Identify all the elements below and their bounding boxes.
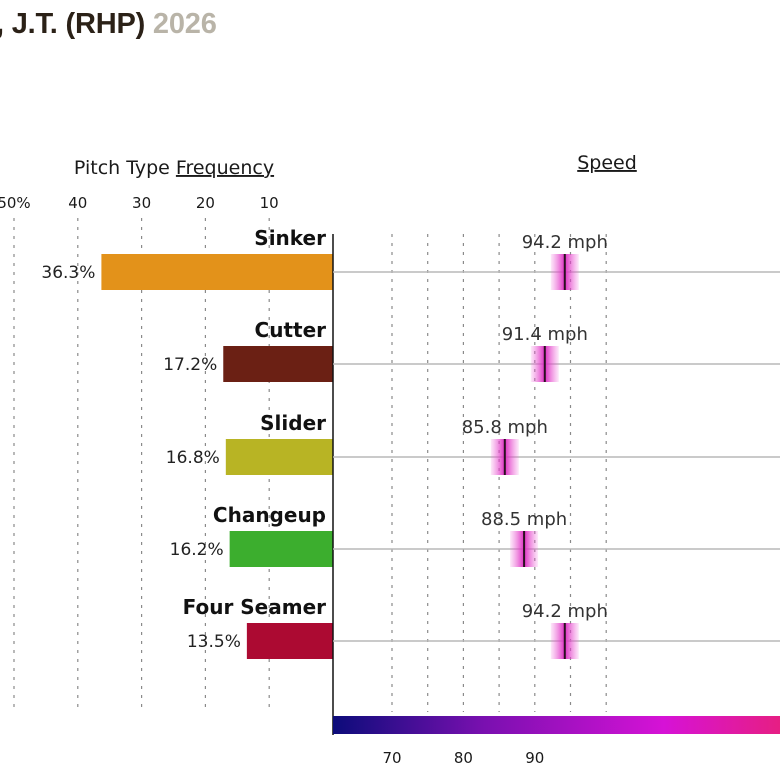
frequency-tick-label: 40	[68, 194, 87, 212]
frequency-bar	[101, 254, 333, 290]
frequency-bar	[223, 346, 333, 382]
frequency-tick-label: 20	[196, 194, 215, 212]
speed-value-label: 91.4 mph	[502, 324, 588, 345]
frequency-bar	[229, 531, 333, 567]
speed-value-label: 88.5 mph	[481, 509, 567, 530]
frequency-value-label: 16.8%	[166, 448, 220, 468]
frequency-value-label: 16.2%	[170, 540, 224, 560]
pitch-name-label: Sinker	[254, 226, 326, 250]
speed-tick-label: 80	[454, 749, 473, 767]
frequency-value-label: 36.3%	[41, 263, 95, 283]
frequency-title-link: Frequency	[176, 157, 274, 179]
speed-panel-title: Speed	[577, 152, 637, 174]
frequency-value-label: 17.2%	[163, 355, 217, 375]
frequency-title-prefix: Pitch Type	[74, 157, 176, 179]
speed-tick-label: 90	[525, 749, 544, 767]
frequency-bar	[246, 623, 333, 659]
frequency-tick-label: 50%	[0, 194, 31, 212]
speed-value-label: 85.8 mph	[462, 417, 548, 438]
player-name: , J.T. (RHP)	[0, 8, 146, 40]
speed-gradient-bar	[333, 716, 780, 734]
frequency-panel-title: Pitch Type Frequency	[74, 157, 274, 179]
frequency-value-label: 13.5%	[187, 632, 241, 652]
pitch-name-label: Slider	[260, 411, 326, 435]
pitch-name-label: Cutter	[255, 318, 327, 342]
season-year: 2026	[152, 8, 217, 40]
frequency-tick-label: 10	[260, 194, 279, 212]
frequency-tick-label: 30	[132, 194, 151, 212]
speed-value-label: 94.2 mph	[522, 601, 608, 622]
speed-value-label: 94.2 mph	[522, 232, 608, 253]
frequency-bar	[225, 439, 333, 475]
pitch-name-label: Four Seamer	[183, 595, 327, 619]
speed-tick-label: 70	[382, 749, 401, 767]
page-title: , J.T. (RHP) 2026	[0, 8, 217, 41]
pitch-name-label: Changeup	[213, 503, 326, 527]
